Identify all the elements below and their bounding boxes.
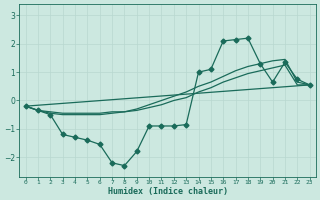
X-axis label: Humidex (Indice chaleur): Humidex (Indice chaleur) <box>108 187 228 196</box>
